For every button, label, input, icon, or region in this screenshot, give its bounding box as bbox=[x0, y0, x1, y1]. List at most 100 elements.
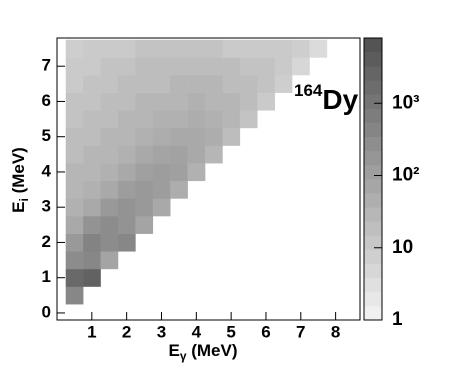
cell bbox=[239, 92, 258, 111]
colorbar-band bbox=[364, 179, 382, 194]
colorbar-band bbox=[364, 80, 382, 95]
y-axis-label: Ei (MeV) bbox=[9, 147, 31, 213]
cell bbox=[257, 39, 275, 58]
cell bbox=[274, 75, 293, 93]
cell bbox=[187, 127, 206, 146]
x-tick-label: 6 bbox=[261, 322, 270, 341]
y-tick-label: 4 bbox=[42, 161, 52, 180]
x-tick-label: 7 bbox=[296, 322, 305, 341]
cell bbox=[170, 145, 188, 164]
cell bbox=[117, 216, 136, 234]
cell bbox=[100, 216, 119, 234]
cell bbox=[65, 145, 84, 164]
cell bbox=[205, 57, 223, 76]
cell bbox=[187, 57, 206, 76]
cell bbox=[100, 127, 119, 146]
cell bbox=[65, 127, 84, 146]
colorbar-band bbox=[364, 277, 382, 293]
cell bbox=[83, 268, 101, 287]
cell bbox=[187, 145, 206, 164]
cell bbox=[65, 163, 84, 182]
cell bbox=[152, 163, 171, 182]
cell bbox=[170, 180, 188, 199]
cell bbox=[117, 92, 136, 111]
cell bbox=[83, 216, 101, 234]
cell bbox=[152, 92, 171, 111]
cell bbox=[135, 216, 154, 234]
cell bbox=[222, 39, 241, 58]
cell bbox=[222, 75, 241, 93]
cell bbox=[117, 163, 136, 182]
colorbar-frame bbox=[363, 37, 383, 321]
cell bbox=[187, 75, 206, 93]
cell bbox=[117, 127, 136, 146]
colorbar-band bbox=[364, 122, 382, 137]
cell bbox=[135, 75, 154, 93]
cell bbox=[135, 127, 154, 146]
colorbar-band bbox=[364, 235, 382, 250]
cell bbox=[239, 57, 258, 76]
cell bbox=[83, 145, 101, 164]
plot-area bbox=[65, 39, 328, 305]
cell bbox=[222, 127, 241, 146]
cell bbox=[152, 75, 171, 93]
cell bbox=[205, 145, 223, 164]
cell bbox=[135, 39, 154, 58]
cell bbox=[117, 39, 136, 58]
cell bbox=[65, 92, 84, 111]
cell bbox=[170, 127, 188, 146]
cell bbox=[152, 57, 171, 76]
x-label-unit: (MeV) bbox=[187, 341, 238, 360]
x-tick-label: 1 bbox=[87, 322, 96, 341]
cell bbox=[135, 110, 154, 129]
cell bbox=[100, 233, 119, 252]
colorbar-band bbox=[364, 164, 382, 180]
cell bbox=[152, 110, 171, 129]
cell bbox=[135, 57, 154, 76]
cell bbox=[117, 233, 136, 252]
cell bbox=[65, 57, 84, 76]
cell bbox=[65, 198, 84, 217]
colorbar-band bbox=[364, 66, 382, 81]
cell bbox=[100, 75, 119, 93]
cell bbox=[83, 233, 101, 252]
cell bbox=[100, 39, 119, 58]
cell bbox=[205, 127, 223, 146]
cell bbox=[187, 163, 206, 182]
cell bbox=[257, 57, 275, 76]
cell bbox=[170, 75, 188, 93]
colorbar-band bbox=[364, 249, 382, 264]
cell bbox=[117, 75, 136, 93]
cell bbox=[100, 163, 119, 182]
y-tick-label: 3 bbox=[42, 197, 51, 216]
colorbar-tick-label: 1 bbox=[392, 309, 403, 330]
cell bbox=[152, 127, 171, 146]
cell bbox=[205, 92, 223, 111]
cell bbox=[83, 110, 101, 129]
cell bbox=[135, 198, 154, 217]
cell bbox=[187, 92, 206, 111]
annotation: 164Dy bbox=[294, 81, 359, 115]
cell bbox=[117, 145, 136, 164]
cell bbox=[65, 216, 84, 234]
cell bbox=[205, 39, 223, 58]
colorbar-band bbox=[364, 136, 382, 152]
cell bbox=[65, 286, 84, 305]
cell bbox=[83, 198, 101, 217]
cell bbox=[117, 57, 136, 76]
cell bbox=[83, 180, 101, 199]
cell bbox=[83, 75, 101, 93]
cell bbox=[100, 57, 119, 76]
x-tick-label: 4 bbox=[192, 322, 202, 341]
cell bbox=[83, 57, 101, 76]
colorbar-band bbox=[364, 193, 382, 208]
cell bbox=[239, 75, 258, 93]
cell bbox=[65, 268, 84, 287]
cell bbox=[100, 92, 119, 111]
colorbar-band bbox=[364, 263, 382, 278]
annotation-sup: 164 bbox=[294, 81, 323, 100]
colorbar-band bbox=[364, 150, 382, 166]
y-tick-label: 1 bbox=[42, 267, 51, 286]
cell bbox=[292, 57, 310, 76]
